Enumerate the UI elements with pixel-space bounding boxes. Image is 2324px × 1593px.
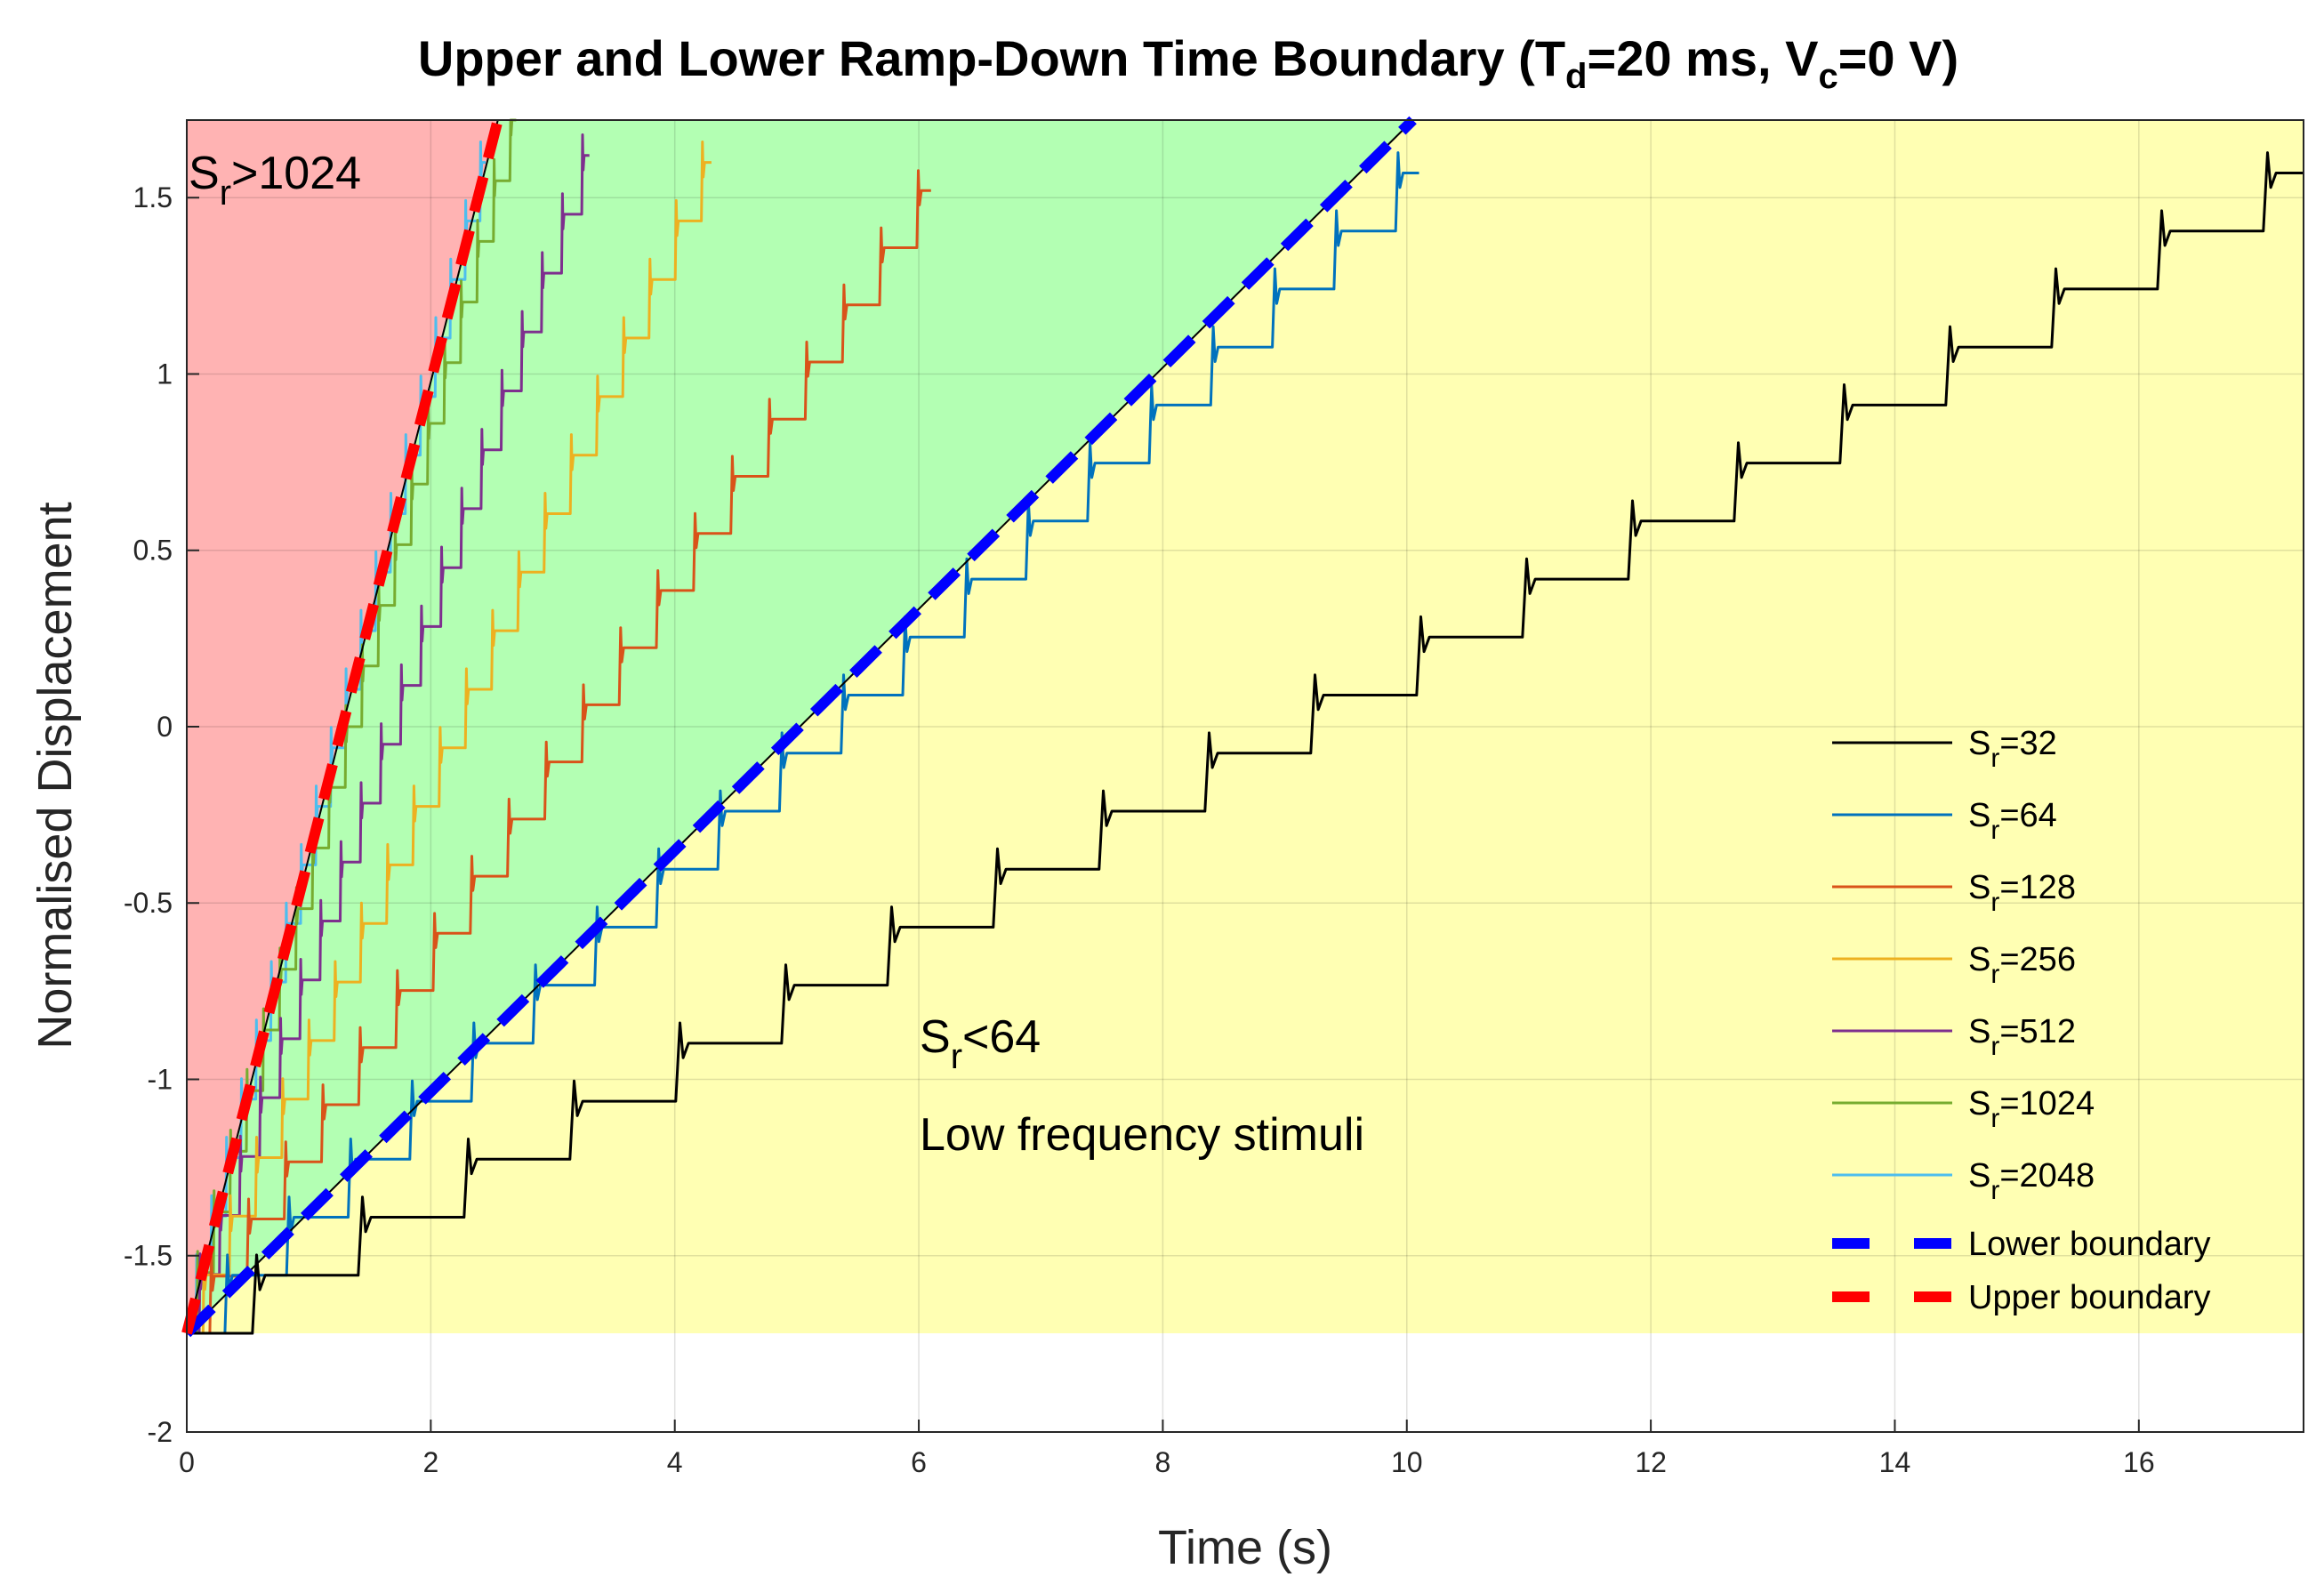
boundary-lines [181,116,1417,1338]
legend-label-lower-boundary: Lower boundary [1968,1226,2211,1263]
region-2 [187,120,2304,1333]
legend: Sr=32 Sr=64 Sr=128 Sr=256 Sr=512 Sr=1024 Sr=20… [1832,725,2211,1316]
series-sr-64 [187,151,1419,1335]
y-tick-label: -0.5 [124,887,173,919]
x-tick-label: 8 [1155,1446,1171,1478]
plot-frame [186,119,2304,1433]
legend-label-sr-128: Sr=128 [1968,869,2076,917]
annotation-lower-region: Sr<64 [920,1011,1041,1076]
x-axis-label: Time (s) [1158,1521,1332,1574]
x-tick-label: 12 [1635,1446,1667,1478]
lower-boundary-line [182,116,1417,1338]
series-sr-128 [187,169,931,1335]
legend-label-upper-boundary: Upper boundary [1968,1279,2211,1316]
x-tick-label: 6 [911,1446,927,1478]
series-sr-512 [187,133,590,1335]
legend-label-sr-1024: Sr=1024 [1968,1085,2095,1133]
x-tick-label: 14 [1879,1446,1911,1478]
legend-label-sr-256: Sr=256 [1968,941,2076,989]
y-tick-label: 1 [157,358,173,390]
axis-ticks: 0 2 4 6 8 10 12 14 16 -2 -1.5 -1 -0.5 0 0.5 1 1.5 [124,181,2155,1478]
x-tick-label: 4 [667,1446,683,1478]
upper-boundary-line [181,118,503,1335]
y-tick-label: 0 [157,711,173,743]
x-tick-label: 2 [422,1446,438,1478]
chart-title: Upper and Lower Ramp-Down Time Boundary … [418,30,1958,96]
x-tick-label: 0 [179,1446,195,1478]
y-tick-label: -2 [148,1416,173,1448]
x-tick-label: 10 [1391,1446,1423,1478]
y-tick-label: 1.5 [133,181,173,213]
annotation-low-frequency: Low frequency stimuli [920,1109,1364,1161]
annotation-upper-region: Sr>1024 [189,148,361,213]
y-axis-label: Normalised Displacement [28,502,82,1049]
legend-label-sr-2048: Sr=2048 [1968,1157,2095,1205]
y-tick-label: 0.5 [133,535,173,567]
legend-label-sr-512: Sr=512 [1968,1013,2076,1061]
legend-label-sr-32: Sr=32 [1968,725,2057,773]
x-tick-label: 16 [2123,1446,2155,1478]
series-sr-256 [187,141,712,1335]
legend-label-sr-64: Sr=64 [1968,797,2057,845]
series-sr-32 [187,151,2304,1335]
y-tick-label: -1.5 [124,1240,173,1272]
y-tick-label: -1 [148,1063,173,1095]
